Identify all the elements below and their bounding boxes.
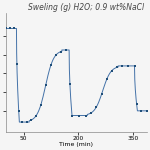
X-axis label: Time (min): Time (min) (59, 142, 93, 147)
Text: Sweling (g) H2O; 0.9 wt%NaCl: Sweling (g) H2O; 0.9 wt%NaCl (28, 3, 144, 12)
